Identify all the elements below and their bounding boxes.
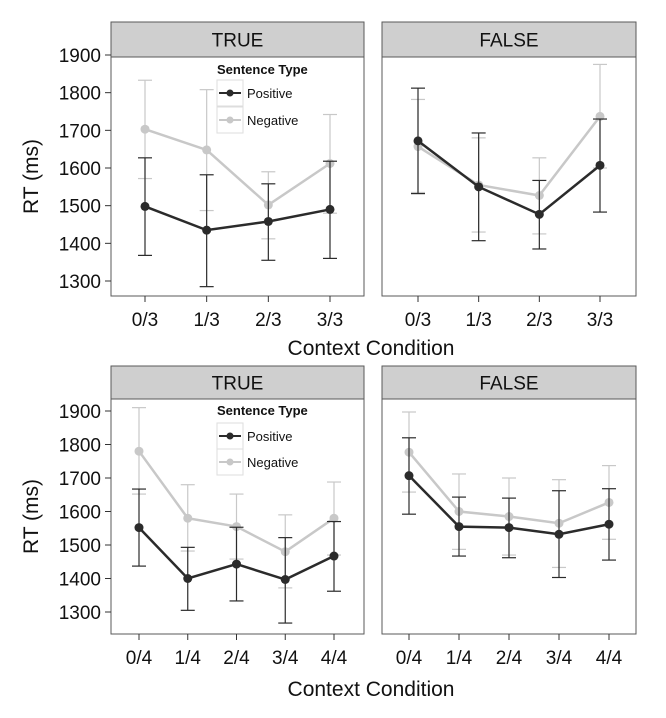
x-axis-title: Context Condition	[288, 337, 455, 360]
panel-strip-label: FALSE	[479, 31, 538, 52]
y-tick-label: 1700	[59, 469, 101, 490]
x-tick-label: 4/4	[596, 648, 623, 669]
y-tick-label: 1800	[59, 436, 101, 457]
panel-strip	[110, 365, 365, 400]
x-tick-label: 2/3	[526, 310, 552, 331]
legend-label: Positive	[247, 86, 293, 101]
y-tick-label: 1400	[59, 234, 101, 255]
panel-strip	[381, 365, 637, 400]
legend-key-point	[226, 458, 234, 466]
y-tick-label: 1500	[59, 536, 101, 557]
legend-label: Negative	[247, 455, 298, 470]
x-tick-label: 1/4	[446, 648, 473, 669]
data-point	[202, 145, 212, 155]
data-point	[280, 575, 290, 585]
legend-label: Positive	[247, 429, 293, 444]
y-tick-label: 1700	[59, 121, 101, 142]
data-point	[325, 204, 335, 214]
legend-key-point	[226, 116, 234, 124]
legend-key-point	[226, 432, 234, 440]
panel-strip	[110, 21, 365, 58]
x-tick-label: 3/4	[272, 648, 299, 669]
panel-strip	[381, 21, 637, 58]
data-point	[474, 182, 484, 192]
x-tick-label: 2/4	[496, 648, 523, 669]
y-tick-label: 1400	[59, 570, 101, 591]
x-tick-label: 1/3	[193, 310, 219, 331]
y-axis-title: RT (ms)	[20, 479, 43, 554]
x-tick-label: 0/3	[132, 310, 158, 331]
data-point	[140, 201, 150, 211]
x-tick-label: 3/4	[546, 648, 573, 669]
data-point	[595, 160, 605, 170]
data-point	[134, 446, 144, 456]
x-tick-label: 2/4	[223, 648, 250, 669]
y-tick-label: 1900	[59, 402, 101, 423]
series-line	[417, 139, 601, 216]
x-tick-label: 1/4	[175, 648, 202, 669]
legend-title: Sentence Type	[217, 62, 308, 77]
data-point	[232, 559, 241, 569]
x-tick-label: 2/3	[255, 310, 281, 331]
series-line	[144, 205, 331, 232]
x-tick-label: 0/4	[396, 648, 423, 669]
data-point	[140, 124, 150, 134]
data-point	[202, 225, 212, 235]
series-line	[144, 128, 331, 207]
data-point	[604, 519, 614, 529]
panel-strip-label: FALSE	[479, 374, 538, 395]
panel-strip-label: TRUE	[212, 374, 264, 395]
data-point	[554, 529, 564, 539]
y-tick-label: 1900	[59, 46, 101, 67]
y-tick-label: 1300	[59, 603, 101, 624]
x-tick-label: 3/3	[587, 310, 613, 331]
x-tick-label: 0/3	[405, 310, 431, 331]
legend-key-point	[226, 89, 234, 97]
data-point	[183, 513, 193, 523]
legend-label: Negative	[247, 113, 298, 128]
x-tick-label: 0/4	[126, 648, 153, 669]
data-point	[413, 136, 423, 146]
data-point	[404, 471, 414, 481]
data-point	[134, 523, 144, 533]
data-point	[534, 209, 544, 219]
y-tick-label: 1500	[59, 197, 101, 218]
legend-title: Sentence Type	[217, 403, 308, 418]
x-tick-label: 1/3	[465, 310, 491, 331]
data-point	[232, 522, 241, 532]
y-tick-label: 1800	[59, 84, 101, 105]
data-point	[504, 523, 514, 533]
panel-strip-label: TRUE	[212, 31, 264, 52]
y-tick-label: 1600	[59, 159, 101, 180]
panel-plot-area	[381, 56, 637, 297]
x-tick-label: 3/3	[317, 310, 343, 331]
series-line	[417, 115, 601, 197]
data-point	[183, 574, 193, 583]
y-tick-label: 1600	[59, 503, 101, 524]
x-tick-label: 4/4	[321, 648, 348, 669]
y-tick-label: 1300	[59, 272, 101, 293]
data-point	[263, 216, 273, 226]
data-point	[454, 522, 464, 532]
data-point	[329, 551, 339, 561]
data-point	[329, 513, 339, 523]
y-axis-title: RT (ms)	[20, 139, 43, 214]
x-axis-title: Context Condition	[288, 678, 455, 701]
